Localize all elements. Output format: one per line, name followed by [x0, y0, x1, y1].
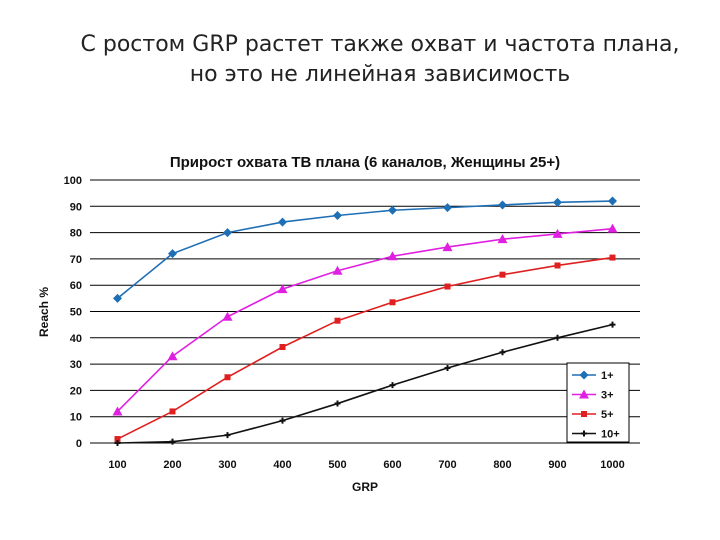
- data-point: [608, 196, 617, 206]
- y-tick-label: 100: [64, 175, 82, 187]
- x-tick-label: 500: [328, 459, 346, 471]
- data-point: [442, 242, 453, 252]
- data-point: [389, 382, 396, 389]
- data-point: [499, 349, 506, 356]
- data-point: [609, 321, 616, 328]
- y-tick-label: 70: [70, 254, 82, 266]
- y-tick-label: 20: [70, 385, 82, 397]
- legend-label: 1+: [601, 370, 614, 382]
- series-line-5+: [117, 256, 613, 440]
- legend-item-10+: 10+: [572, 429, 620, 441]
- x-tick-label: 800: [493, 459, 511, 471]
- x-tick-label: 300: [218, 459, 236, 471]
- x-tick-label: 400: [273, 459, 291, 471]
- series-10+: [114, 321, 616, 446]
- x-axis-label: GRP: [352, 480, 378, 494]
- data-point: [497, 234, 508, 244]
- x-tick-label: 200: [163, 459, 181, 471]
- data-point: [223, 228, 232, 238]
- x-tick-label: 900: [548, 459, 566, 471]
- slide-title-line-1: С ростом GRP растет также охват и частот…: [80, 32, 680, 57]
- data-point: [499, 271, 506, 278]
- data-point: [279, 344, 286, 351]
- legend-label: 10+: [601, 429, 620, 441]
- series-lines: [112, 196, 618, 446]
- data-point: [168, 249, 177, 259]
- data-point: [553, 197, 562, 207]
- data-point: [169, 408, 176, 415]
- legend-item-3+: 3+: [572, 389, 614, 402]
- data-point: [609, 254, 616, 261]
- data-point: [444, 283, 451, 290]
- data-point: [114, 440, 121, 446]
- data-point: [389, 299, 396, 306]
- chart-title: Прирост охвата ТВ плана (6 каналов, Женщ…: [170, 154, 560, 171]
- y-tick-label: 60: [70, 280, 82, 292]
- data-point: [114, 436, 121, 443]
- y-tick-label: 50: [70, 307, 82, 319]
- data-point: [444, 365, 451, 372]
- legend-label: 3+: [601, 390, 614, 402]
- y-tick-label: 10: [70, 412, 82, 424]
- series-line-1+: [116, 200, 613, 299]
- series-5+: [114, 254, 616, 443]
- data-point: [169, 438, 176, 445]
- data-point: [113, 293, 122, 303]
- y-tick-label: 0: [76, 438, 82, 450]
- slide-title: С ростом GRP растет также охват и частот…: [40, 30, 720, 90]
- legend-marker: [579, 370, 589, 380]
- y-tick-label: 40: [70, 333, 82, 345]
- legend-marker: [579, 389, 589, 399]
- series-1+: [113, 196, 617, 303]
- data-point: [278, 217, 287, 227]
- y-tick-label: 90: [70, 201, 82, 213]
- data-point: [552, 228, 563, 238]
- data-point: [332, 265, 343, 275]
- legend: 1+ 3+ 5+ 10+: [566, 362, 630, 443]
- series-line-3+: [116, 227, 613, 413]
- x-tick-label: 100: [108, 459, 126, 471]
- series-line-10+: [117, 323, 613, 444]
- data-point: [167, 351, 178, 361]
- data-point: [387, 251, 398, 261]
- x-tick-label: 1000: [600, 459, 624, 471]
- legend-marker: [581, 411, 587, 417]
- legend-item-1+: 1+: [572, 370, 614, 382]
- series-3+: [112, 223, 618, 416]
- y-tick-label: 80: [70, 228, 82, 240]
- legend-label: 5+: [601, 409, 614, 421]
- legend-box: [566, 362, 630, 443]
- gridlines: [90, 179, 640, 444]
- data-point: [222, 311, 233, 321]
- slide-title-line-2: но это не линейная зависимость: [189, 62, 571, 87]
- data-point: [388, 205, 397, 215]
- y-axis-label: Reach %: [37, 287, 51, 337]
- legend-item-5+: 5+: [572, 409, 614, 421]
- data-point: [498, 200, 507, 210]
- data-point: [112, 406, 123, 416]
- y-tick-label: 30: [70, 359, 82, 371]
- data-point: [333, 211, 342, 221]
- data-point: [554, 334, 561, 341]
- data-point: [279, 417, 286, 424]
- tick-labels: 0 10 20 30 40 50 60 70 80 90 100 100 200 300 400 500 600…: [64, 175, 625, 471]
- data-point: [277, 284, 288, 294]
- x-tick-label: 700: [438, 459, 456, 471]
- legend-marker: [581, 430, 587, 437]
- data-point: [554, 262, 561, 269]
- data-point: [224, 432, 231, 439]
- data-point: [334, 400, 341, 407]
- data-point: [443, 203, 452, 213]
- data-point: [224, 374, 231, 381]
- data-point: [334, 317, 341, 324]
- x-tick-label: 600: [383, 459, 401, 471]
- data-point: [607, 223, 618, 233]
